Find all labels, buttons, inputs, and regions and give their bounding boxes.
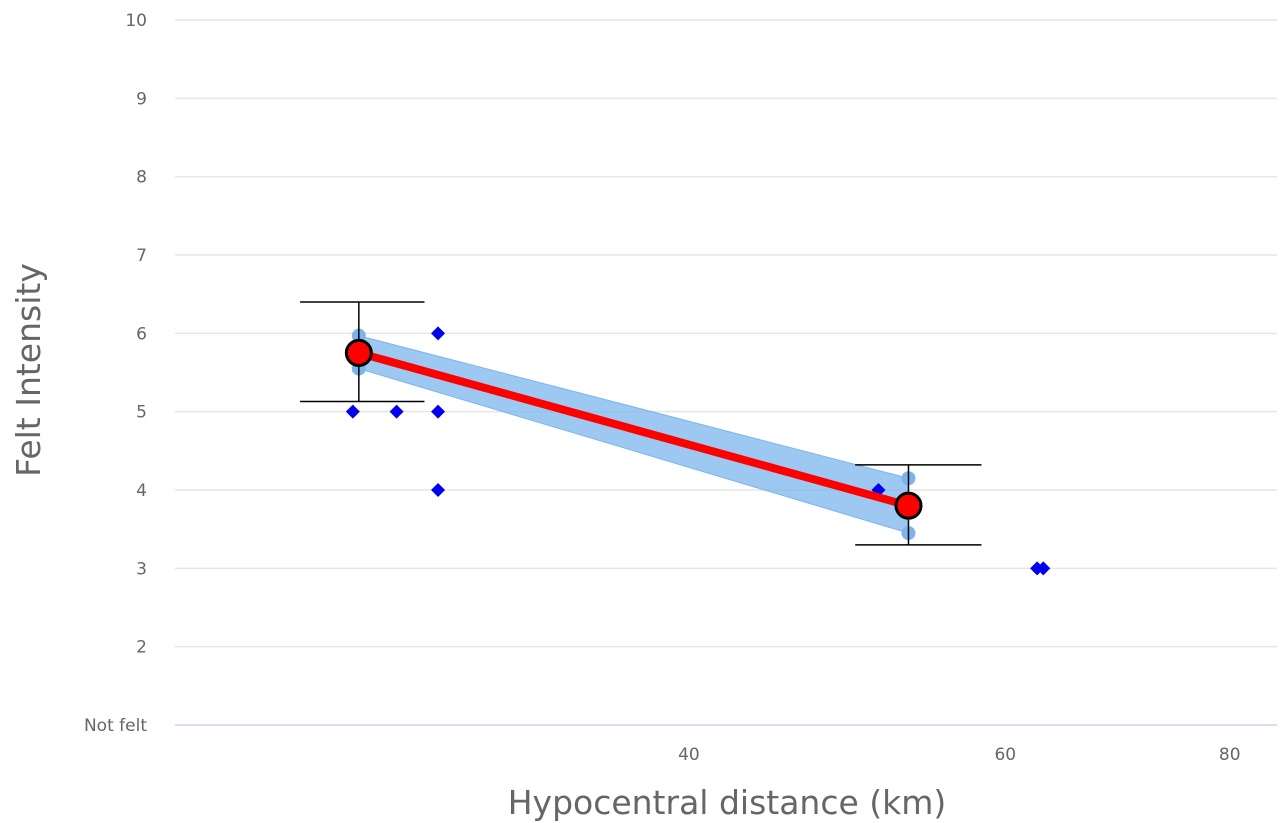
y-tick-label: 4 [136,481,147,501]
x-axis-title: Hypocentral distance (km) [508,783,947,822]
y-tick-label: 3 [136,559,147,579]
y-axis-title: Felt Intensity [9,263,48,477]
x-axis-tick-labels: 40 60 80 [678,745,1240,765]
report-point [431,404,446,419]
y-axis-tick-labels: Not felt 2 3 4 5 6 7 8 9 10 [84,11,147,736]
x-tick-label: 60 [994,745,1016,765]
mean-markers [344,338,923,520]
mean-intensity-line [354,348,913,510]
report-point [431,483,446,497]
report-point [1036,561,1051,576]
y-tick-label: 8 [136,168,147,188]
y-tick-label: 9 [136,89,147,109]
mean-line-segment [354,348,913,510]
gridlines [175,19,1277,726]
confidence-band [351,328,916,541]
report-point [389,404,404,419]
y-tick-label: 6 [136,324,147,344]
report-point [345,404,360,419]
y-tick-label: Not felt [84,716,147,736]
confidence-band-area [358,335,909,534]
x-tick-label: 40 [678,745,700,765]
mean-marker [344,338,373,367]
x-tick-label: 80 [1219,745,1241,765]
report-point [431,326,446,341]
y-tick-label: 7 [136,246,147,266]
y-tick-label: 10 [125,11,147,31]
y-tick-label: 5 [136,403,147,423]
y-tick-label: 2 [136,638,147,658]
mean-marker [894,491,923,520]
